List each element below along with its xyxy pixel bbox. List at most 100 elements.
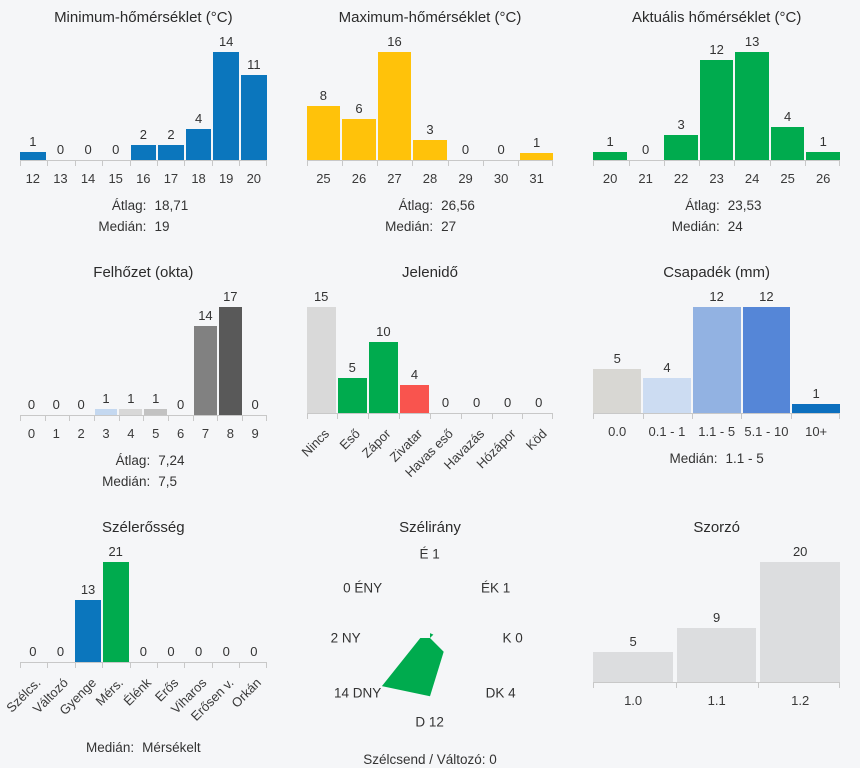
bar-value-label: 5 xyxy=(613,351,621,366)
x-tick-label: 24 xyxy=(744,171,760,186)
x-tick-label: 20 xyxy=(602,171,618,186)
bar-slot: 0 xyxy=(75,142,101,160)
bar-slot: 13 xyxy=(75,582,101,662)
chart-body: 0 0 13 21 0 0 0 0 0 Szélcs. Változó Gyenge Mérs. Élén… xyxy=(3,542,277,755)
bar-slot: 0 xyxy=(524,395,553,413)
calm-variable-note: Szélcsend / Változó: 0 xyxy=(363,752,497,767)
wind-direction-label: 0 ÉNY xyxy=(343,580,383,596)
x-tick-slot: 9 xyxy=(244,425,267,443)
bar-value-label: 21 xyxy=(108,544,123,559)
bar-value-label: 1 xyxy=(102,391,110,406)
x-tick-label: 2 xyxy=(77,426,85,441)
bar xyxy=(368,342,398,413)
bar-slot: 0 xyxy=(20,644,46,662)
chart-title: Szorzó xyxy=(693,519,740,536)
stat-value: 27 xyxy=(441,219,457,234)
bar xyxy=(742,307,791,413)
bar-value-label: 0 xyxy=(56,644,65,659)
bar xyxy=(643,378,691,413)
axis-tick xyxy=(129,663,131,668)
bar xyxy=(194,326,217,415)
axis-tick xyxy=(522,414,524,419)
chart-body: 15 5 10 4 0 0 0 0 Nincs Eső Zápor Zivatar Havas eső H… xyxy=(297,287,564,495)
stat-label: Medián: xyxy=(86,740,135,755)
bar-value-label: 0 xyxy=(250,644,258,659)
bar-value-label: 5 xyxy=(629,634,637,649)
x-tick-label: 16 xyxy=(136,171,151,186)
axis-tick xyxy=(377,161,379,166)
bar-slot: 0 xyxy=(158,644,184,662)
bar-value-label: 12 xyxy=(709,289,724,304)
bar xyxy=(306,307,336,413)
bar-value-label: 12 xyxy=(759,289,774,304)
bar-slot: 21 xyxy=(102,544,129,662)
x-tick-slot: Orkán xyxy=(229,672,267,730)
axis-tick xyxy=(368,414,370,419)
axis-tick xyxy=(628,161,630,166)
bar-slot: 1 xyxy=(144,391,168,415)
axis-tick xyxy=(593,683,595,688)
bar xyxy=(377,52,412,160)
bar xyxy=(399,385,429,413)
x-tick-label: 4 xyxy=(127,426,135,441)
bar-value-label: 15 xyxy=(313,289,329,304)
bar xyxy=(241,75,267,160)
wind-direction-label: K 0 xyxy=(502,630,523,646)
bar-slot: 0 xyxy=(169,397,192,415)
x-axis xyxy=(593,160,840,167)
axis-tick xyxy=(265,663,267,668)
axis-tick xyxy=(47,161,49,166)
x-tick-slot: 22 xyxy=(664,170,698,188)
bar-slot: 0 xyxy=(241,644,267,662)
bar xyxy=(692,307,741,413)
x-axis xyxy=(20,160,267,167)
bar xyxy=(94,409,118,415)
x-tick-label: 31 xyxy=(529,171,544,186)
wind-direction-label: É 1 xyxy=(419,546,440,562)
chart-title: Szélerősség xyxy=(102,519,185,536)
axis-tick xyxy=(74,663,76,668)
bar-value-label: 0 xyxy=(641,142,650,157)
bar xyxy=(306,106,341,160)
chart-body: É 1 ÉK 1 K 0 DK 4 D 12 14 DNY 2 NY 0 ÉNY Szélcse… xyxy=(297,542,564,768)
bar-slot: 14 xyxy=(194,308,217,415)
x-tick-label: 29 xyxy=(458,171,473,186)
x-tick-label: 1.0 xyxy=(624,693,643,708)
axis-tick xyxy=(663,161,665,166)
x-tick-slot: 2 xyxy=(70,425,93,443)
chart-panel-current-temperature: Aktuális hőmérséklet (°C) 1 0 3 12 13 4 1 20 21 2… xyxy=(573,0,860,255)
axis-tick xyxy=(211,161,213,166)
axis-tick xyxy=(552,414,554,419)
x-tick-slot: 31 xyxy=(520,170,554,188)
chart-body: 1 0 0 0 2 2 4 14 11 12 13 14 15 16 17 18 19 20 Átlag: 18,71… xyxy=(10,32,277,234)
bar-value-label: 5 xyxy=(348,360,356,375)
axis-tick xyxy=(741,414,743,419)
stat-label: Átlag: xyxy=(111,198,147,213)
bar-value-label: 11 xyxy=(247,57,261,72)
axis-tick xyxy=(74,161,76,166)
bar-slot: 2 xyxy=(130,127,157,160)
x-tick-slot: Hózápor xyxy=(473,423,522,495)
x-tick-slot: 16 xyxy=(131,170,157,188)
bar-value-label: 3 xyxy=(677,117,685,132)
bar xyxy=(792,404,840,413)
axis-tick xyxy=(482,161,484,166)
x-tick-labels: 0 1 2 3 4 5 6 7 8 9 xyxy=(10,425,277,443)
bar-slot: 2 xyxy=(158,127,184,160)
x-tick-labels: 25 26 27 28 29 30 31 xyxy=(297,170,564,188)
x-axis xyxy=(20,662,267,669)
bar-slot: 0 xyxy=(493,395,522,413)
axis-tick xyxy=(552,161,554,166)
axis-tick xyxy=(184,161,186,166)
x-tick-slot: 6 xyxy=(169,425,192,443)
x-tick-slot: 29 xyxy=(449,170,483,188)
x-tick-label: 18 xyxy=(191,171,206,186)
stat-value: 19 xyxy=(154,219,170,234)
bar-value-label: 14 xyxy=(218,34,234,49)
bar xyxy=(102,562,129,662)
bar-value-label: 13 xyxy=(80,582,96,597)
bar-slot: 11 xyxy=(241,57,267,160)
x-tick-label: 0.0 xyxy=(608,424,627,439)
stat-value: 7,24 xyxy=(158,453,185,468)
wind-direction-label: ÉK 1 xyxy=(481,580,511,596)
